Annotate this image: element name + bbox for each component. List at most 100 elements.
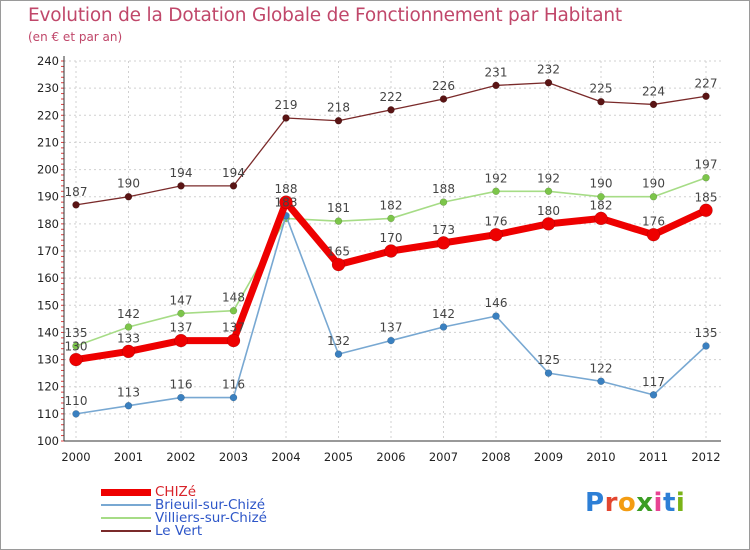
data-point — [72, 410, 80, 418]
data-point — [544, 369, 553, 377]
data-point — [124, 401, 133, 410]
data-point — [177, 182, 185, 190]
data-label: 232 — [537, 63, 560, 77]
data-label: 218 — [327, 101, 350, 115]
data-label: 135 — [65, 326, 88, 340]
logo-letter: i — [675, 488, 686, 518]
series-le-vert — [72, 78, 710, 209]
y-tick-label: 240 — [37, 54, 59, 68]
data-point — [387, 214, 395, 223]
legend-swatch — [101, 489, 151, 496]
y-tick-label: 230 — [37, 81, 59, 95]
data-point — [649, 391, 658, 399]
x-tick-label: 2001 — [114, 450, 143, 464]
data-label: 137 — [380, 321, 403, 335]
legend-label: Villiers-sur-Chizé — [155, 510, 267, 526]
legend-item: CHIZé — [101, 485, 361, 499]
data-label: 185 — [695, 190, 718, 204]
data-point — [174, 333, 188, 348]
data-point — [121, 344, 136, 359]
legend-item: Villiers-sur-Chizé — [101, 511, 361, 525]
legend-item: Brieuil-sur-Chizé — [101, 498, 361, 512]
data-point — [492, 81, 500, 90]
data-point — [226, 333, 241, 348]
data-label: 188 — [432, 182, 455, 196]
data-label: 180 — [537, 204, 560, 218]
data-label: 117 — [642, 375, 665, 389]
x-tick-label: 2000 — [61, 450, 90, 464]
data-point — [282, 114, 290, 122]
data-labels: 187 190 194 194 219 218 222 226 231 232 225 224 227 1… — [65, 63, 718, 408]
data-label: 148 — [222, 291, 245, 305]
data-label: 192 — [537, 171, 560, 185]
data-label: 182 — [590, 198, 613, 212]
logo-letter: r — [604, 488, 618, 518]
y-tick-label: 180 — [37, 217, 59, 231]
data-label: 165 — [327, 245, 350, 259]
data-label: 224 — [642, 84, 665, 98]
series-line — [72, 198, 710, 364]
data-point — [387, 336, 395, 345]
x-tick-label: 2009 — [534, 450, 563, 464]
series-brieuil-sur-chize — [72, 211, 710, 418]
data-point — [597, 192, 605, 201]
x-tick-label: 2004 — [271, 450, 300, 464]
data-point — [544, 78, 553, 87]
data-label: 116 — [222, 378, 245, 392]
data-point — [124, 192, 133, 201]
data-label: 226 — [432, 79, 455, 93]
data-label: 190 — [642, 177, 665, 191]
grid — [64, 60, 721, 442]
data-label: 197 — [695, 158, 718, 172]
y-tick-label: 110 — [37, 407, 59, 421]
data-point — [124, 323, 133, 331]
data-label: 147 — [170, 293, 193, 307]
x-tick-label: 2003 — [219, 450, 248, 464]
data-point — [229, 306, 238, 315]
data-point — [384, 244, 398, 258]
data-point — [177, 393, 185, 402]
data-label: 130 — [65, 340, 88, 354]
data-point — [229, 182, 238, 190]
data-point — [387, 106, 395, 114]
logo-letter: P — [585, 488, 605, 518]
data-point — [279, 195, 293, 209]
data-label: 137 — [222, 321, 245, 335]
legend-label: Le Vert — [155, 523, 203, 539]
y-tick-label: 210 — [37, 135, 59, 149]
y-tick-label: 200 — [37, 163, 59, 177]
data-point — [439, 323, 448, 331]
data-point — [541, 217, 556, 231]
y-tick-label: 220 — [37, 108, 59, 122]
logo-letter: t — [662, 488, 676, 518]
data-point — [492, 312, 500, 320]
data-label: 142 — [117, 307, 140, 321]
series-group — [69, 78, 713, 418]
data-label: 187 — [65, 185, 88, 199]
data-label: 122 — [590, 361, 613, 375]
data-label: 133 — [117, 331, 140, 345]
data-point — [699, 203, 713, 218]
data-label: 194 — [222, 166, 245, 180]
data-label: 182 — [380, 198, 403, 212]
data-label: 219 — [275, 98, 298, 112]
data-label: 231 — [485, 65, 508, 79]
x-tick-label: 2012 — [691, 450, 720, 464]
data-point — [646, 227, 661, 242]
data-label: 113 — [117, 386, 140, 400]
legend-swatch — [101, 517, 151, 519]
data-label: 176 — [642, 215, 665, 229]
data-label: 227 — [695, 76, 718, 90]
data-point — [436, 236, 451, 250]
logo-letter: o — [617, 488, 637, 518]
axes: 100 110 120 130 140 150 160 170 180 190 200 210 220 2… — [37, 54, 721, 464]
y-tick-label: 150 — [37, 298, 59, 312]
legend-swatch — [101, 504, 151, 506]
y-tick-label: 120 — [37, 380, 59, 394]
data-label: 192 — [485, 171, 508, 185]
data-point — [544, 187, 553, 196]
data-label: 225 — [590, 82, 613, 96]
data-point — [597, 97, 605, 106]
